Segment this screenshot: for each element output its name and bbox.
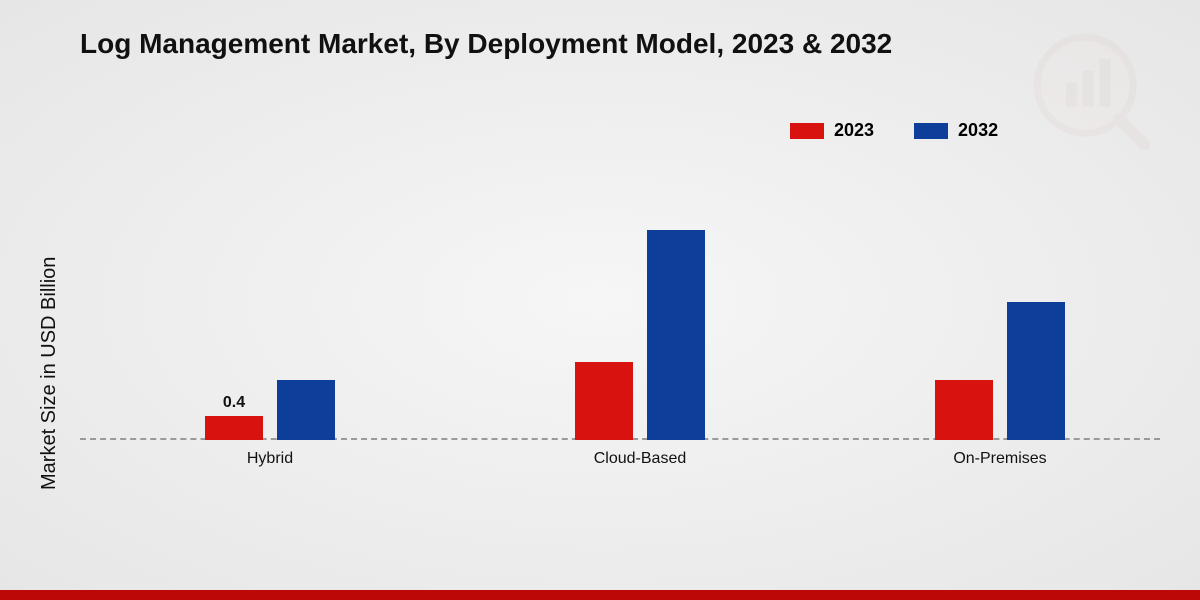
legend: 2023 2032 (790, 120, 998, 141)
bar-onprem-2032 (1007, 302, 1065, 440)
legend-label-2032: 2032 (958, 120, 998, 141)
legend-item-2032: 2032 (914, 120, 998, 141)
bar-hybrid-2032 (277, 380, 335, 440)
chart-title: Log Management Market, By Deployment Mod… (80, 28, 892, 60)
legend-label-2023: 2023 (834, 120, 874, 141)
plot-area: 0.4 Hybrid Cloud-Based On-Premises (80, 170, 1160, 440)
legend-item-2023: 2023 (790, 120, 874, 141)
y-axis-label: Market Size in USD Billion (38, 257, 61, 490)
bar-label-hybrid-2023: 0.4 (205, 394, 263, 412)
footer-accent-bar (0, 590, 1200, 600)
legend-swatch-2032 (914, 123, 948, 139)
watermark-logo-icon (1030, 30, 1150, 150)
xtick-cloud: Cloud-Based (560, 450, 720, 468)
xtick-hybrid: Hybrid (190, 450, 350, 468)
xtick-onprem: On-Premises (920, 450, 1080, 468)
bar-cloud-2023 (575, 362, 633, 440)
bar-onprem-2023 (935, 380, 993, 440)
bar-cloud-2032 (647, 230, 705, 440)
watermark-svg (1030, 30, 1150, 150)
legend-swatch-2023 (790, 123, 824, 139)
bar-hybrid-2023 (205, 416, 263, 440)
chart-canvas: Log Management Market, By Deployment Mod… (0, 0, 1200, 600)
